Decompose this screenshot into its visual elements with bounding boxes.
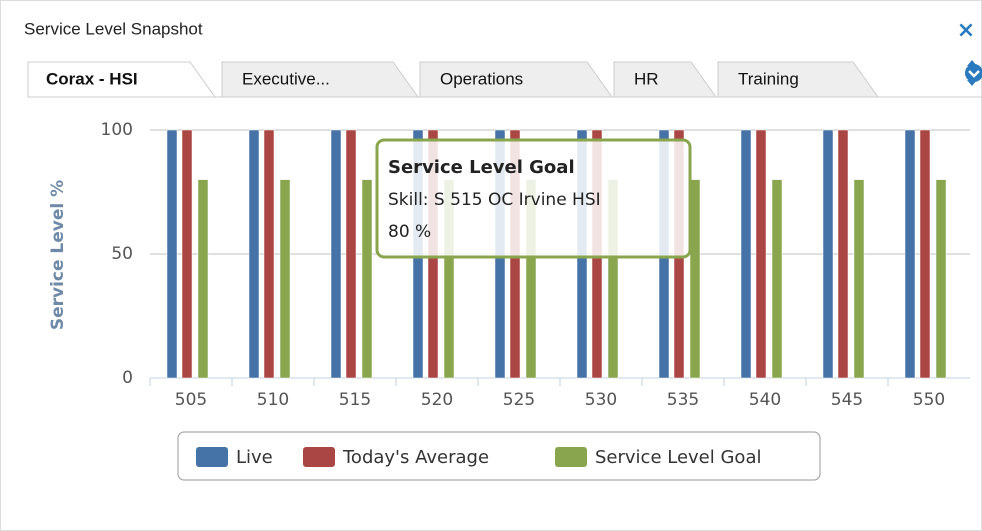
bar — [279, 179, 291, 379]
tab[interactable] — [27, 61, 216, 98]
close-icon[interactable]: × — [957, 18, 975, 43]
bar — [919, 129, 931, 379]
bar — [361, 179, 373, 379]
legend-swatch — [196, 447, 228, 467]
legend-label: Service Level Goal — [595, 447, 761, 468]
tab-label: Operations — [440, 69, 523, 88]
tab-label: Executive... — [242, 69, 330, 88]
legend-label: Live — [236, 447, 273, 468]
menu-icon-arrow — [968, 70, 980, 78]
bar — [935, 179, 947, 379]
tab-label: HR — [634, 69, 659, 88]
tooltip-box — [375, 138, 692, 259]
x-tick-label: 520 — [421, 390, 453, 410]
bar — [904, 129, 916, 379]
x-tick-label: 505 — [175, 390, 207, 410]
y-tick-label: 0 — [122, 368, 133, 388]
tooltip-title: Service Level Goal — [388, 157, 575, 178]
bar — [248, 129, 260, 379]
x-tick-label: 535 — [667, 390, 699, 410]
bar — [755, 129, 767, 379]
legend-swatch — [303, 447, 335, 467]
panel-title: Service Level Snapshot — [24, 19, 203, 38]
bar — [181, 129, 193, 379]
y-tick-label: 50 — [111, 244, 133, 264]
tab-label: Corax - HSI — [46, 69, 138, 88]
legend — [177, 431, 821, 481]
bar — [822, 129, 834, 379]
x-tick-label: 525 — [503, 390, 535, 410]
tooltip-line: Skill: S 515 OC Irvine HSI — [388, 190, 601, 210]
bar — [197, 179, 209, 379]
tooltip-line: 80 % — [388, 222, 431, 242]
tab-label: Training — [738, 69, 799, 88]
bar — [166, 129, 178, 379]
bar — [689, 179, 701, 379]
x-tick-label: 550 — [913, 390, 945, 410]
bar — [771, 179, 783, 379]
bar — [837, 129, 849, 379]
bar — [740, 129, 752, 379]
menu-icon[interactable] — [965, 64, 982, 82]
x-tick-label: 515 — [339, 390, 371, 410]
legend-label: Today's Average — [342, 447, 489, 468]
x-tick-label: 540 — [749, 390, 781, 410]
bar — [330, 129, 342, 379]
tooltip: Service Level Goal Skill: S 515 OC Irvin… — [375, 138, 692, 259]
bar — [263, 129, 275, 379]
legend-swatch — [555, 447, 587, 467]
y-tick-label: 100 — [101, 120, 133, 140]
bar — [345, 129, 357, 379]
x-tick-label: 545 — [831, 390, 863, 410]
bar — [853, 179, 865, 379]
x-tick-label: 510 — [257, 390, 289, 410]
legend-items: Live Today's Average Service Level Goal — [196, 447, 761, 468]
y-axis-label: Service Level % — [48, 180, 68, 330]
x-tick-label: 530 — [585, 390, 617, 410]
tab-bar: Corax - HSI Executive... Operations HR Train… — [27, 61, 982, 98]
